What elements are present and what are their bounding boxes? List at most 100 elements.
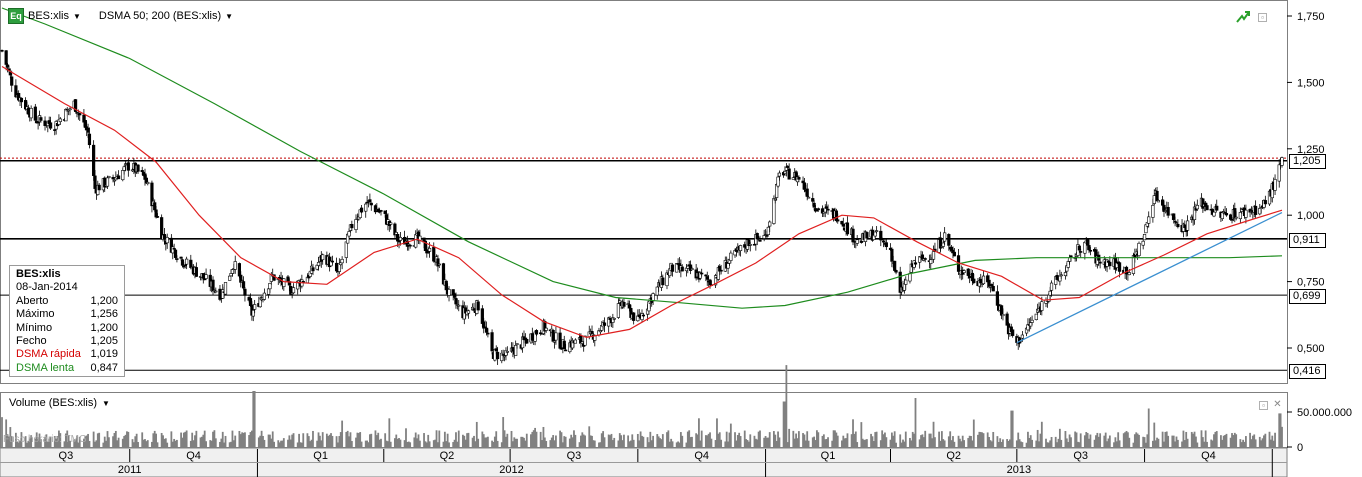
volume-bar xyxy=(1157,438,1160,447)
volume-bar xyxy=(346,430,349,447)
candle-body xyxy=(185,258,189,265)
candle-body xyxy=(815,209,819,212)
candle-body xyxy=(999,305,1004,316)
info-value: 1,205 xyxy=(90,335,118,348)
volume-bar xyxy=(793,438,796,447)
symbol-label[interactable]: BES:xlis xyxy=(28,10,69,22)
symbol-dropdown-icon[interactable]: ▼ xyxy=(72,11,81,21)
trend-arrow-icon[interactable] xyxy=(1236,10,1250,24)
volume-bar xyxy=(487,436,489,447)
info-label: Aberto xyxy=(16,294,49,307)
volume-bar xyxy=(821,435,824,447)
candle-body xyxy=(834,210,838,222)
candle-body xyxy=(1220,212,1224,219)
volume-bar xyxy=(745,439,748,447)
candle-body xyxy=(558,332,562,349)
volume-bar xyxy=(88,440,91,447)
volume-bar xyxy=(1146,434,1149,447)
candle-body xyxy=(893,260,897,271)
candle-body xyxy=(913,262,918,265)
trendline[interactable] xyxy=(1016,211,1283,344)
volume-bar xyxy=(598,442,600,447)
volume-bar xyxy=(1211,440,1214,447)
candle-body xyxy=(708,279,712,286)
volume-bar xyxy=(788,428,791,447)
volume-bar xyxy=(210,440,213,447)
volume-bar xyxy=(778,437,781,447)
volume-bar xyxy=(530,434,532,447)
candle-body xyxy=(175,258,179,260)
y-tick-label: 1,500 xyxy=(1297,77,1325,89)
volume-bar xyxy=(63,441,66,447)
volume-bar xyxy=(493,436,496,447)
maximize-icon[interactable]: ▫ xyxy=(1258,13,1267,22)
candle-body xyxy=(398,237,403,241)
volume-bar xyxy=(145,441,148,447)
volume-bar xyxy=(457,430,460,447)
volume-bar xyxy=(209,440,212,447)
volume-bar xyxy=(221,431,224,447)
candle-body xyxy=(87,133,92,146)
candle-body xyxy=(344,241,348,258)
candle-body xyxy=(873,231,877,237)
volume-bar xyxy=(856,442,859,447)
volume-bar xyxy=(320,440,323,447)
candle-body xyxy=(64,108,68,122)
candle-body xyxy=(230,269,235,274)
candle-body xyxy=(651,293,655,302)
volume-bar xyxy=(1281,426,1283,447)
volume-bar xyxy=(48,438,51,447)
volume-bar xyxy=(1118,440,1121,447)
volume-bar xyxy=(952,436,954,447)
volume-bar xyxy=(759,430,761,447)
volume-bar xyxy=(1074,431,1077,447)
volume-bar xyxy=(248,435,251,447)
candle-body xyxy=(890,248,894,262)
volume-dropdown-icon[interactable]: ▼ xyxy=(102,398,110,408)
candle-body xyxy=(112,179,117,182)
candle-body xyxy=(162,234,167,240)
volume-bar xyxy=(1221,439,1224,447)
volume-bar xyxy=(541,440,543,447)
volume-maximize-icon[interactable]: ▫ xyxy=(1259,401,1268,410)
candle-body xyxy=(321,254,325,261)
candle-body xyxy=(221,289,225,299)
volume-bar xyxy=(700,430,703,447)
candle-body xyxy=(483,326,487,329)
volume-bar xyxy=(920,435,922,447)
volume-bar xyxy=(267,434,270,447)
volume-close-icon[interactable]: ✕ xyxy=(1273,399,1282,410)
volume-bar xyxy=(1077,441,1079,447)
volume-bar xyxy=(1192,433,1195,447)
volume-bar xyxy=(763,437,766,447)
candle-body xyxy=(700,272,704,275)
volume-bar xyxy=(102,442,105,447)
candle-body xyxy=(92,144,96,176)
volume-bar xyxy=(1264,433,1267,447)
volume-bar xyxy=(146,440,149,447)
volume-bar xyxy=(191,432,194,447)
quarter-label: Q2 xyxy=(946,450,961,462)
volume-bar xyxy=(882,434,885,447)
volume-bar xyxy=(552,435,555,447)
indicator-dropdown-icon[interactable]: ▼ xyxy=(225,11,234,21)
volume-label[interactable]: Volume (BES:xlis) xyxy=(9,397,98,409)
volume-bar xyxy=(545,440,548,447)
volume-bar xyxy=(345,431,348,447)
volume-bar xyxy=(152,433,155,447)
indicator-label[interactable]: DSMA 50; 200 (BES:xlis) xyxy=(98,10,222,22)
volume-bar xyxy=(961,435,964,447)
volume-bar xyxy=(1196,442,1199,447)
volume-bar xyxy=(64,433,67,447)
volume-bar xyxy=(1176,439,1179,447)
volume-bar xyxy=(385,440,388,447)
candle-body xyxy=(777,172,782,177)
volume-bar xyxy=(746,440,749,447)
volume-bar xyxy=(234,435,237,447)
candle-body xyxy=(680,266,684,272)
volume-bar xyxy=(720,439,723,447)
volume-bar xyxy=(1135,432,1138,447)
volume-bar xyxy=(475,421,478,447)
volume-bar xyxy=(166,442,169,447)
